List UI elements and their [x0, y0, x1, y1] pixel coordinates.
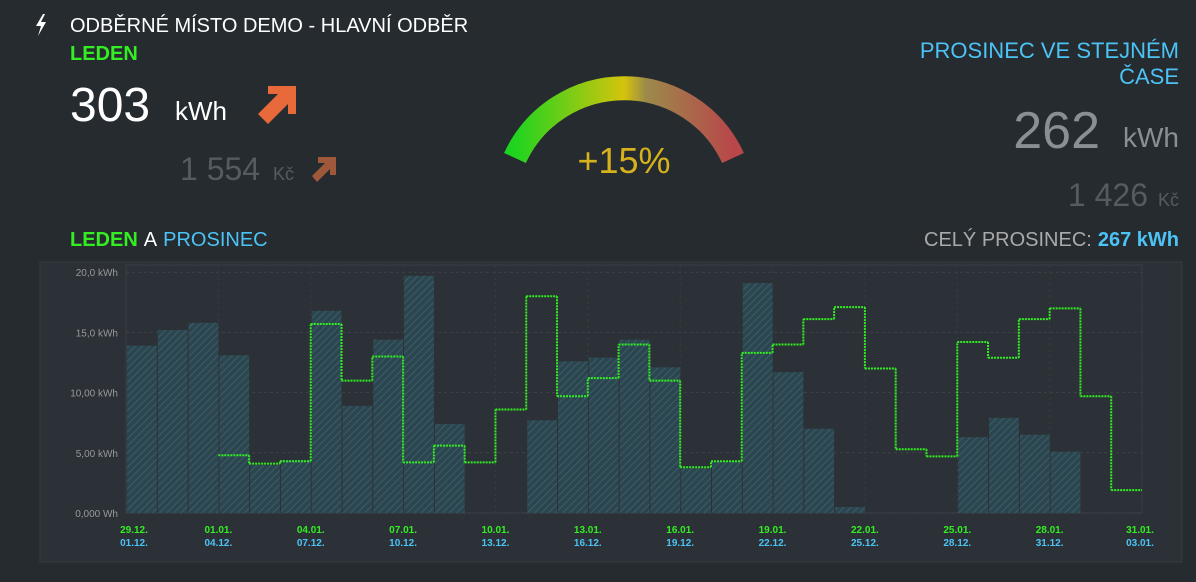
x-tick-label-prosinec: 22.12. — [759, 538, 787, 549]
legend: LEDEN A PROSINEC — [70, 229, 268, 251]
bar — [681, 468, 711, 513]
bar — [958, 437, 989, 513]
compare-cost-unit: Kč — [1158, 190, 1179, 210]
bar — [280, 460, 311, 513]
title: ODBĚRNÉ MÍSTO DEMO - HLAVNÍ ODBĚR — [70, 14, 468, 37]
bar — [250, 464, 280, 513]
trend-arrow — [258, 86, 296, 124]
bar — [835, 506, 865, 513]
x-tick-label-leden: 22.01. — [851, 525, 879, 536]
bar — [157, 330, 188, 513]
bolt-icon — [36, 14, 46, 36]
bar — [404, 275, 434, 513]
x-tick-label-prosinec: 03.01. — [1126, 538, 1154, 549]
bar — [342, 405, 373, 513]
bar — [527, 420, 558, 513]
x-tick-label-prosinec: 25.12. — [851, 538, 879, 549]
x-tick-label-leden: 13.01. — [574, 525, 602, 536]
bar — [742, 283, 773, 513]
x-tick-label-leden: 19.01. — [759, 525, 787, 536]
x-tick-label-leden: 31.01. — [1126, 525, 1154, 536]
gauge-label: +15% — [577, 140, 670, 181]
total-value: 267 kWh — [1098, 229, 1179, 251]
x-tick-label-prosinec: 31.12. — [1036, 538, 1064, 549]
x-tick-label-leden: 28.01. — [1036, 525, 1064, 536]
bar — [434, 423, 465, 513]
bar — [588, 357, 619, 513]
current-cost: 1 554 — [180, 151, 260, 187]
x-tick-label-prosinec: 28.12. — [943, 538, 971, 549]
bar — [219, 355, 250, 513]
bar — [619, 339, 650, 513]
x-tick-label-leden: 29.12. — [120, 525, 148, 536]
x-tick-label-prosinec: 16.12. — [574, 538, 602, 549]
y-tick-label: 20,0 kWh — [76, 268, 118, 279]
x-tick-label-prosinec: 19.12. — [666, 538, 694, 549]
compare-unit: kWh — [1123, 122, 1179, 153]
bar — [804, 428, 835, 513]
bar — [1050, 451, 1081, 513]
bar — [773, 372, 804, 513]
x-tick-label-leden: 07.01. — [389, 525, 417, 536]
current-value: 303 — [70, 79, 150, 132]
x-tick-label-prosinec: 13.12. — [482, 538, 510, 549]
bar — [188, 322, 219, 513]
bar — [989, 417, 1019, 513]
total: CELÝ PROSINEC: 267 kWh — [924, 228, 1179, 251]
compare-label: PROSINEC VE STEJNÉM ČASE — [919, 38, 1179, 89]
current-unit: kWh — [175, 96, 227, 126]
x-tick-label-prosinec: 04.12. — [204, 538, 232, 549]
x-tick-label-prosinec: 10.12. — [389, 538, 417, 549]
x-tick-label-leden: 16.01. — [666, 525, 694, 536]
bar — [311, 310, 342, 513]
current-label: LEDEN — [70, 43, 138, 65]
x-tick-label-prosinec: 07.12. — [297, 538, 325, 549]
bar — [711, 461, 742, 513]
bar — [650, 367, 681, 513]
y-tick-label: 15,0 kWh — [76, 328, 118, 339]
x-tick-label-leden: 01.01. — [204, 525, 232, 536]
plot: 0,000 Wh 5,00 kWh 10,00 kWh 15,0 kWh 20,0 kW… — [70, 264, 1154, 549]
compare-value: 262 — [1013, 102, 1100, 160]
x-tick-label-prosinec: 01.12. — [120, 538, 148, 549]
x-tick-label-leden: 10.01. — [482, 525, 510, 536]
total-label: CELÝ PROSINEC: — [924, 228, 1092, 251]
gauge-arc — [504, 76, 744, 164]
y-tick-label: 10,00 kWh — [70, 389, 118, 400]
bar — [558, 361, 588, 513]
y-tick-label: 0,000 Wh — [75, 509, 118, 520]
x-tick-label-leden: 04.01. — [297, 525, 325, 536]
bar — [1019, 434, 1050, 513]
x-tick-label-leden: 25.01. — [943, 525, 971, 536]
trend-arrow-small — [312, 157, 336, 182]
legend-leden: LEDEN — [70, 229, 138, 251]
y-tick-label: 5,00 kWh — [76, 449, 118, 460]
bar — [127, 345, 157, 513]
current-cost-unit: Kč — [273, 164, 294, 184]
legend-joiner: A — [144, 229, 158, 251]
bar — [373, 339, 404, 513]
legend-prosinec: PROSINEC — [163, 229, 267, 251]
compare-cost: 1 426 — [1068, 177, 1148, 213]
